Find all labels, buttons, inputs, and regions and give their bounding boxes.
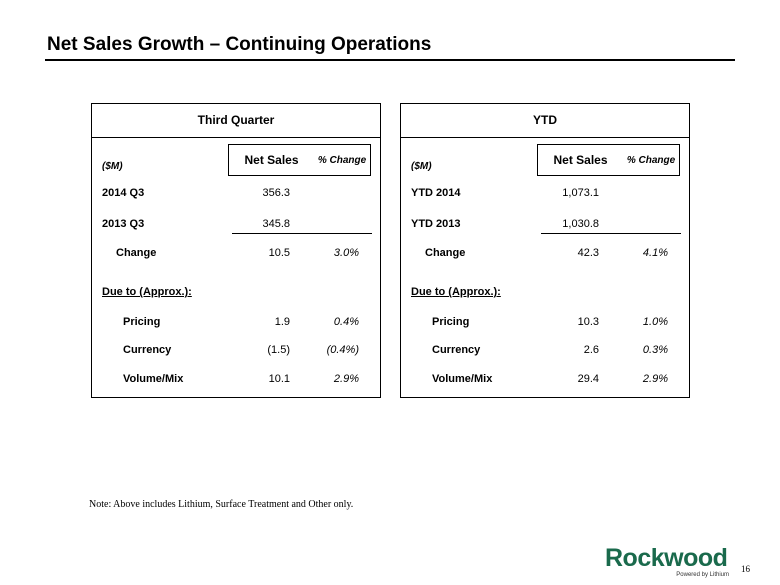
table-row: Change 10.5 3.0%: [92, 247, 380, 263]
row-label: Volume/Mix: [123, 373, 184, 385]
row-label: YTD 2014: [411, 187, 461, 199]
title-underline: [45, 59, 735, 61]
row-value: 2.6: [583, 344, 599, 356]
column-header-box: Net Sales % Change: [228, 144, 371, 176]
table-row: Due to (Approx.):: [92, 286, 380, 302]
row-value: 29.4: [577, 373, 599, 385]
rockwood-logo: Rockwood Powered by Lithium: [605, 546, 733, 584]
logo-tagline: Powered by Lithium: [676, 572, 729, 578]
footnote: Note: Above includes Lithium, Surface Tr…: [89, 499, 354, 510]
table-row: Volume/Mix 29.4 2.9%: [401, 373, 689, 389]
table-row: 2014 Q3 356.3: [92, 187, 380, 203]
row-pct-change: (0.4%): [326, 344, 359, 356]
sum-rule: [232, 233, 372, 234]
row-value: 345.8: [262, 218, 290, 230]
table-row: YTD 2013 1,030.8: [401, 218, 689, 234]
table-row: Pricing 10.3 1.0%: [401, 316, 689, 332]
row-label: Due to (Approx.):: [411, 286, 501, 298]
row-pct-change: 0.3%: [642, 344, 668, 356]
row-pct-change: 4.1%: [642, 247, 668, 259]
page-number: 16: [741, 564, 750, 574]
row-label: Change: [116, 247, 157, 259]
row-value: (1.5): [267, 344, 290, 356]
ytd-panel: YTD Net Sales % Change ($M) YTD 2014 1,0…: [400, 103, 690, 398]
slide-title: Net Sales Growth – Continuing Operations: [47, 34, 432, 55]
sum-rule: [541, 233, 681, 234]
row-label: YTD 2013: [411, 218, 461, 230]
row-pct-change: 2.9%: [642, 373, 668, 385]
table-row: Currency (1.5) (0.4%): [92, 344, 380, 360]
unit-label: ($M): [411, 161, 432, 172]
net-sales-header: Net Sales: [244, 153, 299, 167]
row-pct-change: 1.0%: [642, 316, 668, 328]
panel-heading: Third Quarter: [92, 104, 380, 138]
net-sales-header: Net Sales: [553, 153, 608, 167]
row-pct-change: 3.0%: [333, 247, 359, 259]
row-value: 1.9: [274, 316, 290, 328]
third-quarter-panel: Third Quarter Net Sales % Change ($M) 20…: [91, 103, 381, 398]
row-value: 1,073.1: [562, 187, 599, 199]
logo-wordmark: Rockwood: [605, 544, 728, 572]
row-label: Currency: [123, 344, 172, 356]
table-row: Volume/Mix 10.1 2.9%: [92, 373, 380, 389]
row-pct-change: 0.4%: [333, 316, 359, 328]
table-row: Change 42.3 4.1%: [401, 247, 689, 263]
table-row: Currency 2.6 0.3%: [401, 344, 689, 360]
row-value: 10.1: [268, 373, 290, 385]
row-value: 356.3: [262, 187, 290, 199]
unit-label: ($M): [102, 161, 123, 172]
row-label: Pricing: [432, 316, 470, 328]
row-value: 1,030.8: [562, 218, 599, 230]
row-label: Due to (Approx.):: [102, 286, 192, 298]
row-value: 10.3: [577, 316, 599, 328]
row-value: 42.3: [577, 247, 599, 259]
table-row: YTD 2014 1,073.1: [401, 187, 689, 203]
row-label: 2013 Q3: [102, 218, 145, 230]
row-value: 10.5: [268, 247, 290, 259]
column-header-box: Net Sales % Change: [537, 144, 680, 176]
panel-heading: YTD: [401, 104, 689, 138]
row-label: Pricing: [123, 316, 161, 328]
row-label: Currency: [432, 344, 481, 356]
table-row: Pricing 1.9 0.4%: [92, 316, 380, 332]
pct-change-header: % Change: [317, 154, 367, 166]
row-pct-change: 2.9%: [333, 373, 359, 385]
row-label: 2014 Q3: [102, 187, 145, 199]
table-row: 2013 Q3 345.8: [92, 218, 380, 234]
pct-change-header: % Change: [626, 154, 676, 166]
row-label: Volume/Mix: [432, 373, 493, 385]
table-row: Due to (Approx.):: [401, 286, 689, 302]
row-label: Change: [425, 247, 466, 259]
